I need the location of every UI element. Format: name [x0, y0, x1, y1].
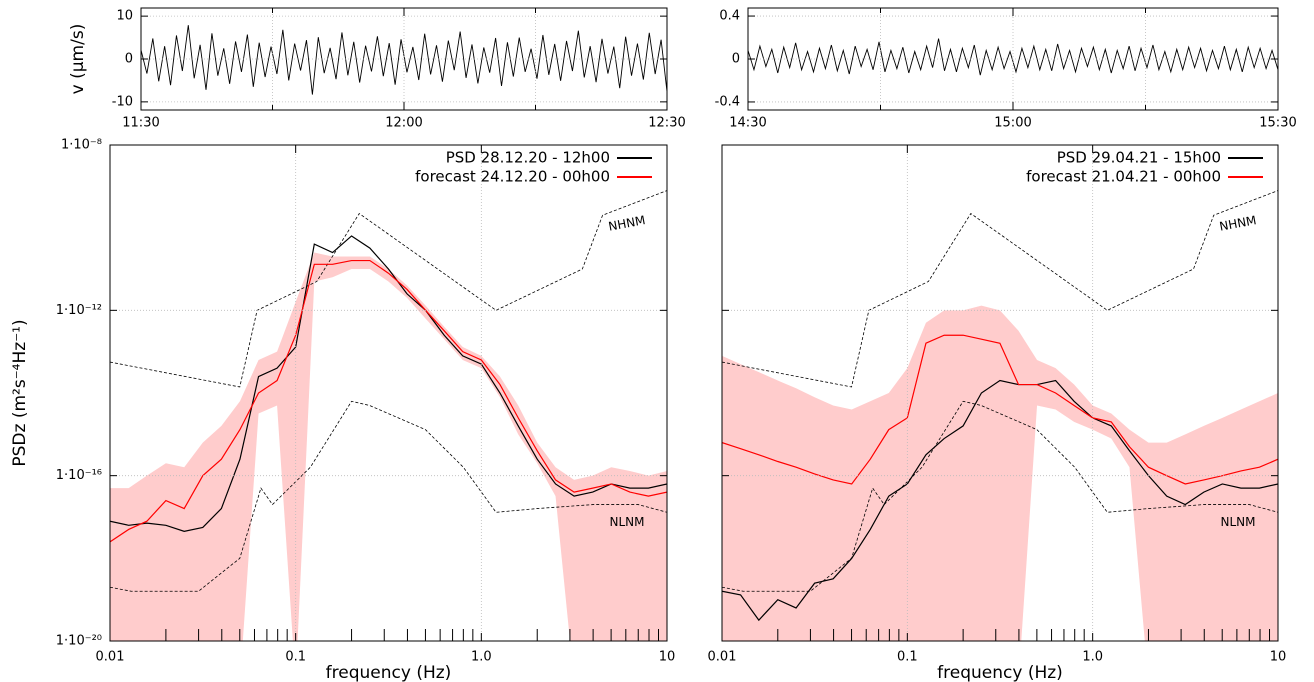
y-tick-label: 1·10⁻²⁰	[56, 634, 102, 649]
plot-area	[141, 25, 667, 95]
y-tick-label: 10	[116, 9, 133, 24]
plot-frame	[140, 7, 668, 111]
x-tick-label: 10	[1270, 650, 1287, 665]
chart-panel: 1·10⁻²⁰ 1·10⁻¹⁶ 1·10⁻¹² 1·10⁻⁸ 0.01 0.1 1.0 10 P…	[10, 138, 675, 682]
plot-frame	[747, 7, 1279, 111]
x-tick-label: 0.1	[285, 650, 306, 665]
legend-label: PSD 29.04.21 - 15h00	[1057, 149, 1221, 167]
y-axis-label: v (µm/s)	[68, 24, 88, 95]
legend-label: forecast 21.04.21 - 00h00	[1026, 168, 1221, 186]
seismogram-trace	[748, 38, 1278, 76]
psd-line	[110, 235, 667, 532]
y-tick-label: 1·10⁻⁸	[61, 138, 102, 153]
x-axis-label: frequency (Hz)	[326, 663, 452, 682]
x-tick-label: 12:30	[648, 116, 685, 131]
noise-model-label: NHNM	[1218, 213, 1257, 234]
noise-model-line	[110, 190, 667, 388]
y-tick-label: 1·10⁻¹⁶	[56, 468, 102, 483]
x-tick-label: 12:00	[385, 116, 422, 131]
chart-panel: -0.4 0 0.4 14:30 15:00 15:30	[715, 7, 1297, 131]
x-tick-label: 14:30	[729, 116, 766, 131]
psd-line	[110, 259, 667, 543]
confidence-band	[722, 305, 1278, 641]
chart-panel: -10 0 10 11:30 12:00 12:30 v (µm/s)	[68, 7, 686, 131]
y-tick-label: 0	[732, 52, 740, 67]
y-tick-label: 1·10⁻¹²	[56, 303, 102, 318]
seismogram-trace	[141, 25, 667, 95]
plot-area	[110, 190, 667, 641]
y-tick-label: 0.4	[719, 9, 740, 24]
psd-line	[722, 334, 1278, 485]
plot-frame	[721, 144, 1279, 642]
legend-label: PSD 28.12.20 - 12h00	[446, 149, 610, 167]
x-axis-label: frequency (Hz)	[937, 663, 1063, 682]
y-tick-label: -0.4	[715, 94, 740, 109]
psd-line	[722, 379, 1278, 622]
x-tick-label: 0.01	[708, 650, 737, 665]
y-tick-label: -10	[112, 94, 133, 109]
plot-frame	[109, 144, 668, 642]
noise-model-label: NLNM	[610, 515, 645, 529]
plot-area	[748, 38, 1278, 76]
x-tick-label: 15:00	[994, 116, 1031, 131]
x-tick-label: 1.0	[1082, 650, 1103, 665]
x-tick-label: 0.1	[897, 650, 918, 665]
x-tick-label: 10	[659, 650, 676, 665]
y-tick-label: 0	[125, 52, 133, 67]
confidence-band	[110, 252, 667, 641]
noise-model-line	[110, 400, 667, 592]
x-tick-label: 1.0	[471, 650, 492, 665]
noise-model-label: NHNM	[607, 213, 646, 234]
noise-model-line	[722, 190, 1278, 388]
legend-label: forecast 24.12.20 - 00h00	[415, 168, 610, 186]
plot-area	[722, 190, 1278, 641]
noise-model-line	[722, 400, 1278, 592]
x-tick-label: 15:30	[1259, 116, 1296, 131]
x-tick-label: 11:30	[122, 116, 159, 131]
y-axis-label: PSDz (m²s⁻⁴Hz⁻¹)	[10, 319, 30, 466]
noise-model-label: NLNM	[1221, 515, 1256, 529]
chart-panel: 0.01 0.1 1.0 10 frequency (Hz) NHNM NLNM PSD 29…	[708, 144, 1287, 682]
x-tick-label: 0.01	[96, 650, 125, 665]
